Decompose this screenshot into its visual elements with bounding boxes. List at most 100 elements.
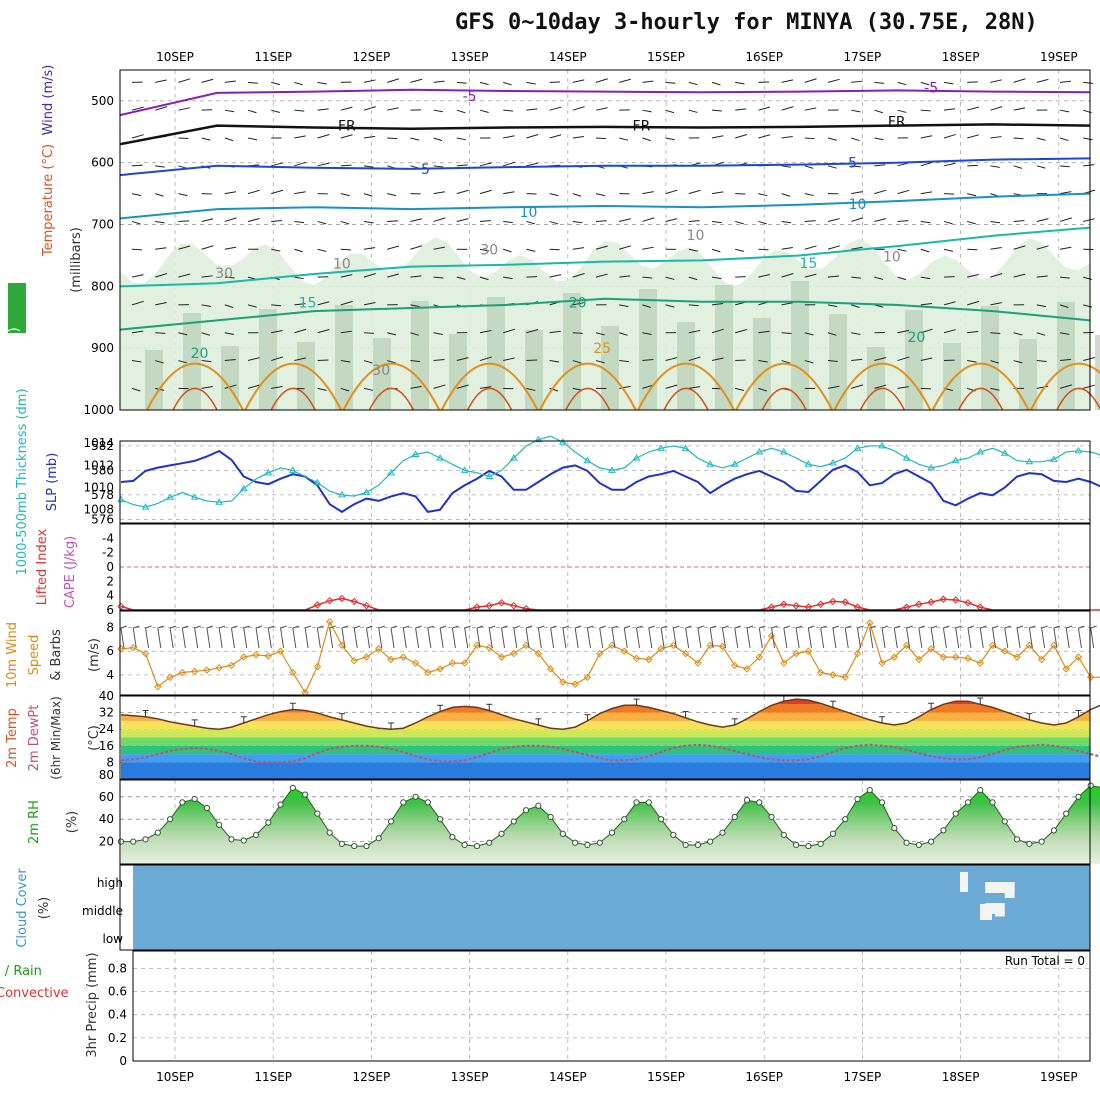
wind-barb-10m <box>1053 627 1058 649</box>
wind-barb <box>1013 165 1023 169</box>
wind-barb <box>1083 304 1093 308</box>
wind-barb-10m <box>255 627 260 649</box>
wind-barb <box>781 106 794 111</box>
wind-barb-flag <box>550 625 557 629</box>
wind-barb <box>642 80 654 83</box>
rh-marker <box>240 837 247 844</box>
wind-barb-flag <box>845 625 852 629</box>
wind-barb <box>1059 304 1069 308</box>
wind-barb <box>781 360 791 364</box>
wind-barb-10m <box>697 627 702 649</box>
wind-barb-flag <box>133 625 140 629</box>
temperature-fill <box>120 699 1090 779</box>
wind-barb-10m <box>169 627 174 649</box>
rh-unit: (%) <box>65 811 80 834</box>
wind-barb <box>1013 332 1023 336</box>
wind-barb <box>943 133 956 139</box>
wind-barb <box>920 220 931 224</box>
rh-shading-cell <box>297 342 315 410</box>
wind-barb-10m <box>230 627 235 649</box>
wind-barb <box>433 276 444 279</box>
temp-frame <box>119 695 1091 780</box>
thickness-axis-label: 1000-500mb Thickness (dm) <box>15 388 30 575</box>
wind-barb <box>967 274 979 278</box>
wind-barb <box>271 189 284 195</box>
wind-barb-10m <box>157 627 162 649</box>
wind-barb <box>1059 384 1072 389</box>
thickness-marker <box>730 460 739 467</box>
wind-barb <box>363 220 374 224</box>
wind-barb-10m <box>341 627 346 649</box>
thickness-marker <box>583 456 592 464</box>
wind-barb-flag <box>354 625 361 629</box>
top-date-label: 10SEP <box>156 50 194 64</box>
wind-barb <box>178 78 191 83</box>
wind-barb <box>967 360 977 363</box>
wind-barb <box>1036 385 1049 389</box>
wind-barb <box>131 106 144 111</box>
wind-barb <box>897 386 909 389</box>
wind-barb <box>456 109 466 114</box>
wind-barb <box>874 137 884 141</box>
pressure-axis-label: (millibars) <box>69 227 84 293</box>
wind-barb <box>1059 191 1072 195</box>
wind-barb <box>804 137 815 140</box>
wind-barb-10m <box>648 627 653 649</box>
wind-barb <box>1059 165 1070 168</box>
wind-barb <box>224 332 235 336</box>
cloud-block <box>994 903 1005 917</box>
wind-speed-marker <box>915 655 923 664</box>
wind-barb-10m <box>316 627 321 649</box>
wind-barb <box>897 248 907 252</box>
thickness-marker <box>706 460 715 467</box>
wind-barb <box>387 137 398 140</box>
wind-barb <box>131 248 143 251</box>
rh-shading-cell <box>1057 302 1075 410</box>
wind-barb <box>387 220 398 222</box>
wind-speed-marker <box>681 649 690 658</box>
wind-barb <box>711 191 724 195</box>
cape-axis-label: CAPE (J/kg) <box>63 536 78 608</box>
wind-barb-flag <box>759 625 766 629</box>
wind-barb-10m <box>488 627 493 649</box>
wind-barb-10m <box>525 627 530 649</box>
wind-speed-marker <box>755 653 763 661</box>
wind-tick: 8 <box>106 621 114 635</box>
wind-barb <box>549 274 562 278</box>
wind-speed-marker <box>976 659 984 667</box>
temp-tick: 32 <box>99 706 114 720</box>
wind-barb-10m <box>930 627 935 649</box>
wind-barb <box>363 332 375 334</box>
wind-barb <box>851 80 863 83</box>
wind-barb <box>526 134 539 139</box>
wind-barb <box>433 384 446 389</box>
thickness-marker <box>755 448 764 455</box>
wind-barb-10m <box>537 627 542 649</box>
wind-barb <box>317 81 327 85</box>
wind-speed-marker <box>227 661 236 670</box>
wind-barb <box>851 384 864 389</box>
thickness-tick: 576 <box>91 512 114 526</box>
wind-barb-10m <box>304 627 309 649</box>
wind-barb <box>1013 137 1024 140</box>
wind-barb <box>711 328 724 334</box>
wind-barb-10m <box>758 627 763 649</box>
wind-barb <box>595 360 605 364</box>
wind-barb-10m <box>869 627 874 649</box>
rh-marker <box>154 829 161 836</box>
temp-label-2: 2m DewPt <box>27 705 42 772</box>
lifted-index-marker <box>902 603 911 611</box>
wind-barb <box>526 162 539 167</box>
wind-barb <box>549 106 562 111</box>
wind-barb <box>851 109 861 113</box>
wind-barb-10m <box>1077 627 1082 649</box>
rh-marker <box>878 799 886 806</box>
wind-tick: 4 <box>106 668 114 682</box>
thickness-marker <box>141 503 150 510</box>
contour-label: 30 <box>480 242 498 258</box>
precip-frame <box>132 950 1091 1062</box>
wind-barb <box>456 189 469 195</box>
wind-barb <box>943 276 955 278</box>
thickness-marker <box>485 472 494 479</box>
wind-barb <box>271 330 283 334</box>
